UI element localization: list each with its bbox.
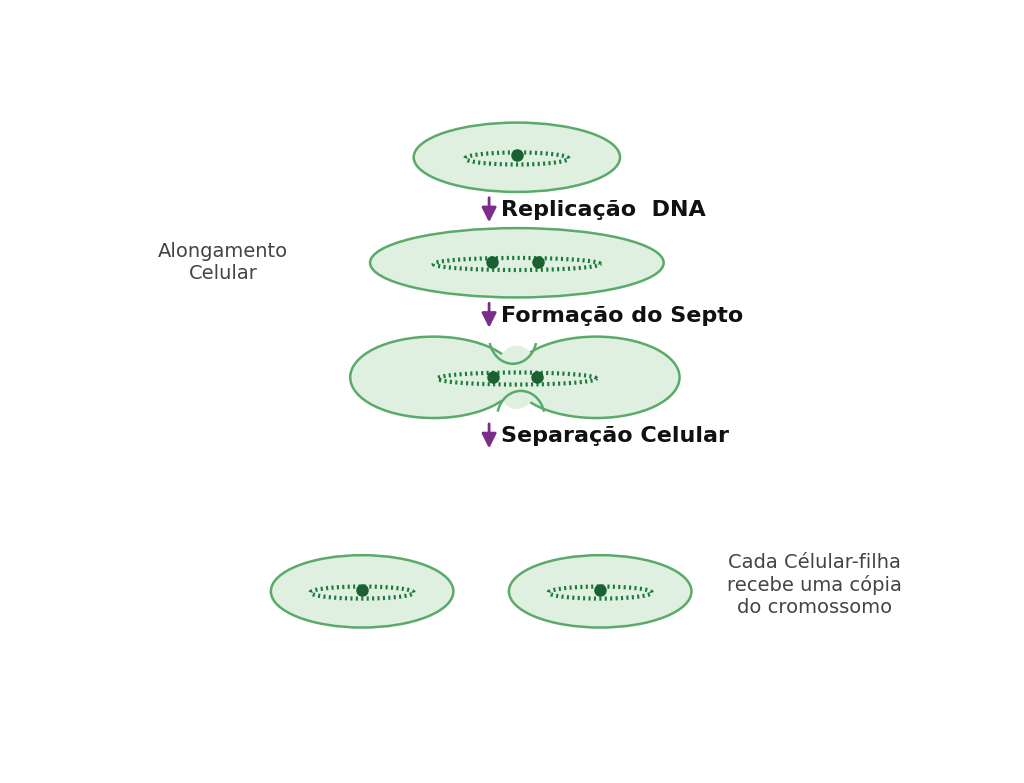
Ellipse shape	[509, 555, 691, 627]
Ellipse shape	[270, 555, 454, 627]
Ellipse shape	[414, 123, 621, 192]
Text: Formação do Septo: Formação do Septo	[501, 305, 743, 326]
Text: Replicação  DNA: Replicação DNA	[501, 200, 706, 220]
Text: Alongamento
Celular: Alongamento Celular	[158, 242, 289, 283]
Text: Cada Célular-filha
recebe uma cópia
do cromossomo: Cada Célular-filha recebe uma cópia do c…	[727, 554, 902, 618]
Ellipse shape	[495, 345, 539, 409]
Ellipse shape	[370, 228, 664, 298]
Ellipse shape	[350, 337, 517, 418]
Text: Separação Celular: Separação Celular	[501, 426, 729, 446]
Ellipse shape	[513, 337, 680, 418]
